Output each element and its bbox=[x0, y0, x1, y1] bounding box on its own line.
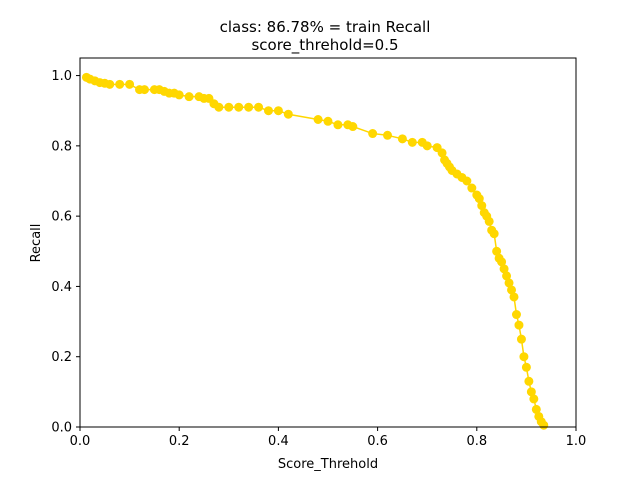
y-tick-label: 0.6 bbox=[51, 210, 72, 225]
chart-subtitle: score_threhold=0.5 bbox=[251, 36, 398, 55]
data-point bbox=[462, 176, 472, 186]
data-point bbox=[348, 122, 358, 132]
data-point bbox=[254, 102, 264, 112]
data-point bbox=[368, 129, 378, 139]
data-point bbox=[323, 116, 333, 126]
data-point bbox=[521, 362, 531, 372]
plot-area: 0.0 0.2 0.4 0.6 0.8 1.0 0.0 0.2 0.4 0.6 0.8 1.0 bbox=[51, 57, 587, 449]
data-point bbox=[125, 79, 135, 89]
x-tick-label: 0.0 bbox=[70, 434, 91, 449]
data-point bbox=[214, 102, 224, 112]
data-point bbox=[511, 310, 521, 320]
data-point bbox=[333, 120, 343, 130]
x-axis-label: Score_Threhold bbox=[278, 457, 378, 472]
y-tick-label: 0.2 bbox=[51, 350, 72, 365]
data-point bbox=[174, 90, 184, 100]
y-tick-label: 1.0 bbox=[51, 69, 72, 84]
data-point bbox=[407, 137, 417, 147]
x-tick-label: 0.2 bbox=[169, 434, 190, 449]
x-tick-label: 1.0 bbox=[566, 434, 587, 449]
data-point bbox=[115, 79, 125, 89]
data-point bbox=[313, 115, 323, 124]
y-tick-label: 0.0 bbox=[51, 421, 72, 436]
data-point bbox=[467, 183, 477, 193]
data-point bbox=[519, 352, 529, 362]
chart-title: class: 86.78% = train Recall bbox=[220, 18, 431, 36]
data-point bbox=[516, 334, 526, 344]
data-point bbox=[273, 106, 283, 116]
data-point bbox=[283, 109, 293, 119]
data-point bbox=[244, 102, 254, 112]
data-point bbox=[514, 320, 524, 330]
data-point bbox=[484, 216, 494, 226]
plot-frame bbox=[79, 57, 577, 428]
data-point bbox=[224, 102, 234, 112]
y-tick-label: 0.8 bbox=[51, 139, 72, 154]
x-tick-label: 0.6 bbox=[367, 434, 388, 449]
data-point bbox=[184, 92, 194, 102]
data-point bbox=[105, 79, 115, 89]
y-tick-label: 0.4 bbox=[51, 280, 72, 295]
data-point bbox=[489, 229, 499, 239]
data-point bbox=[509, 292, 519, 302]
data-point bbox=[234, 102, 244, 112]
data-point bbox=[524, 376, 534, 386]
data-point bbox=[539, 420, 549, 430]
data-point bbox=[263, 106, 273, 116]
data-point bbox=[383, 130, 393, 140]
data-point bbox=[422, 141, 432, 151]
y-axis-label: Recall bbox=[29, 224, 44, 263]
data-point bbox=[397, 134, 407, 144]
data-point bbox=[529, 394, 539, 404]
x-tick-label: 0.4 bbox=[268, 434, 289, 449]
x-tick-label: 0.8 bbox=[466, 434, 487, 449]
data-point bbox=[139, 85, 149, 95]
